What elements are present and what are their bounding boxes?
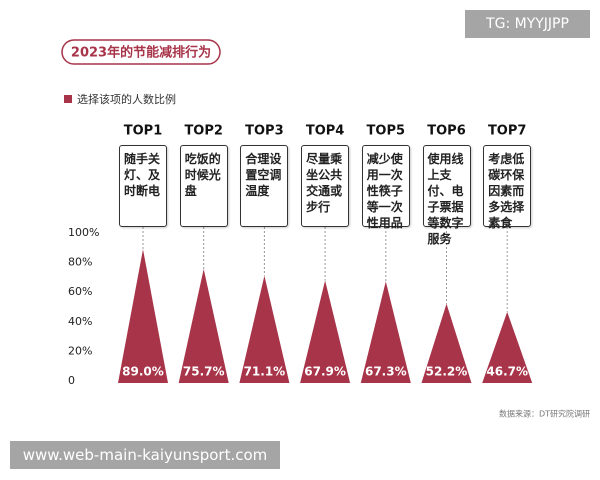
value-label: 52.2% xyxy=(426,365,468,379)
callout: 随手关灯、及时断电 xyxy=(119,145,167,227)
y-tick-label: 20% xyxy=(68,344,92,357)
value-label: 71.1% xyxy=(244,365,286,379)
value-label: 67.9% xyxy=(304,365,346,379)
y-tick-label: 80% xyxy=(68,256,92,269)
triangle xyxy=(421,303,472,383)
category-label: TOP5 xyxy=(367,124,406,139)
value-label: 89.0% xyxy=(122,365,164,379)
value-label: 67.3% xyxy=(365,365,407,379)
value-label: 46.7% xyxy=(486,365,528,379)
triangle xyxy=(482,311,533,383)
category-label: TOP1 xyxy=(124,124,163,139)
callout: 吃饭的时候光盘 xyxy=(179,145,228,227)
callout: 使用线上支付、电子票据等数字服务 xyxy=(422,145,471,246)
value-label: 75.7% xyxy=(183,365,225,379)
category-label: TOP6 xyxy=(427,124,466,139)
triangle xyxy=(178,268,229,383)
triangle xyxy=(239,275,290,383)
callout: 考虑低碳环保因素而多选择素食 xyxy=(483,145,532,230)
y-tick-label: 40% xyxy=(68,315,92,328)
legend-swatch xyxy=(64,95,72,103)
callout: 减少使用一次性筷子等一次性用品 xyxy=(361,145,410,230)
title-pill xyxy=(61,39,221,65)
triangle xyxy=(360,281,411,383)
chart-title: 2023年的节能减排行为 xyxy=(71,45,211,61)
callout: 尽量乘坐公共交通或步行 xyxy=(301,145,350,227)
category-label: TOP4 xyxy=(306,124,345,139)
source: 数据来源：DT研究院调研 xyxy=(499,409,590,419)
category-label: TOP7 xyxy=(488,124,527,139)
callout: 合理设置空调温度 xyxy=(240,145,289,227)
watermark: www.web-main-kaiyunsport.com xyxy=(10,441,280,469)
triangle xyxy=(118,249,168,383)
category-label: TOP2 xyxy=(184,124,223,139)
y-tick-label: 100% xyxy=(68,226,99,239)
y-tick-label: 60% xyxy=(68,285,92,298)
triangle xyxy=(300,280,351,383)
category-label: TOP3 xyxy=(245,124,284,139)
y-tick-label: 0 xyxy=(68,374,75,387)
watermark: TG: MYYJJPP xyxy=(465,10,590,38)
legend-label: 选择该项的人数比例 xyxy=(77,92,176,106)
